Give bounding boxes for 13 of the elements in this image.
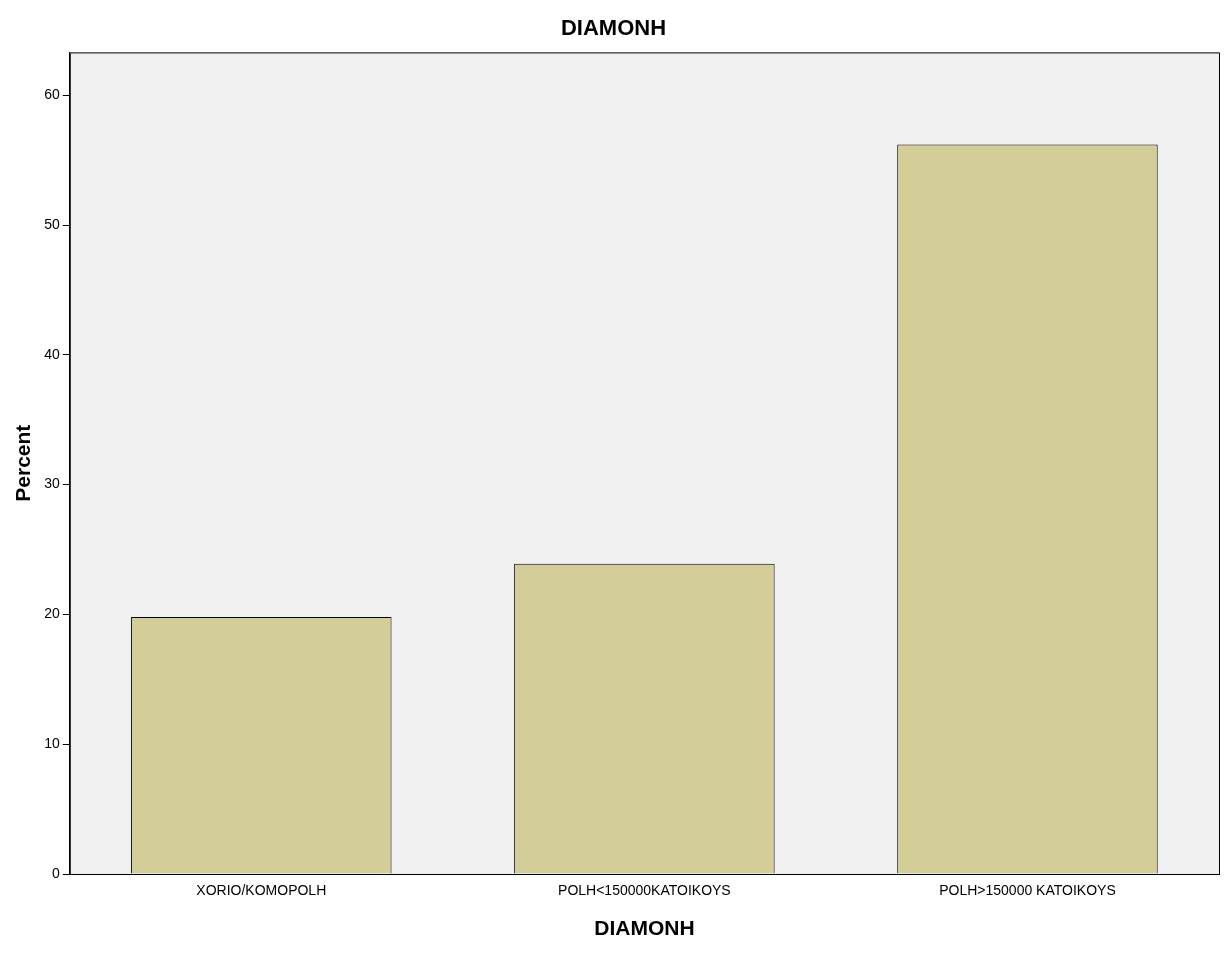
y-tick-label: 30 bbox=[44, 475, 60, 492]
y-tick-label: 20 bbox=[44, 605, 60, 622]
x-tick-label: POLH>150000 KATOIKOYS bbox=[939, 882, 1116, 899]
chart-title: DIAMONH bbox=[560, 15, 667, 41]
x-axis-title: DIAMONH bbox=[594, 916, 695, 940]
y-tick-label: 10 bbox=[44, 735, 60, 752]
y-tick-label: 40 bbox=[44, 345, 60, 362]
y-tick-label: 0 bbox=[51, 864, 60, 881]
y-axis-title: Percent bbox=[11, 424, 35, 502]
x-tick-label: XORIO/KOMOPOLH bbox=[196, 882, 327, 899]
y-tick-label: 50 bbox=[44, 215, 60, 232]
x-tick-label: POLH<150000KATOIKOYS bbox=[558, 882, 731, 899]
y-tick-label: 60 bbox=[44, 86, 60, 103]
